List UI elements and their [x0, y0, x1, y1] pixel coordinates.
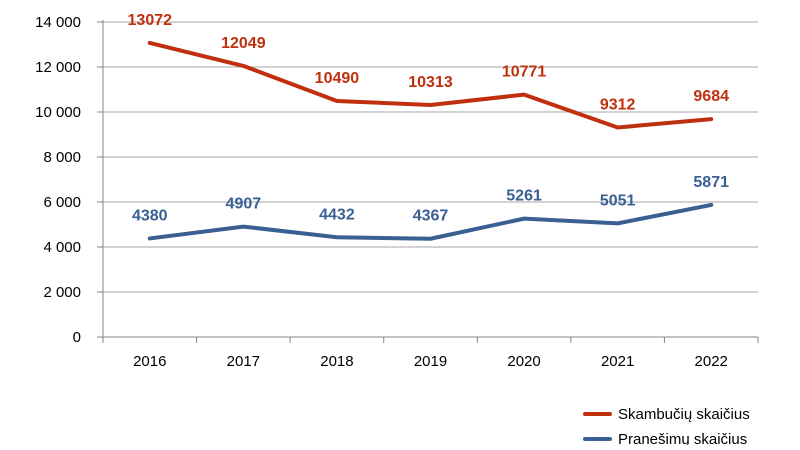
x-tick-label: 2019 — [414, 353, 447, 370]
y-tick-label: 14 000 — [35, 14, 81, 31]
data-label: 5051 — [600, 192, 636, 209]
legend-label: Skambučių skaičius — [618, 406, 750, 423]
data-label: 10313 — [408, 74, 453, 91]
y-tick-label: 2 000 — [43, 284, 81, 301]
y-tick-label: 6 000 — [43, 194, 81, 211]
x-tick-label: 2017 — [227, 353, 260, 370]
data-label: 4907 — [226, 196, 262, 213]
data-label: 12049 — [221, 35, 266, 52]
data-label: 5261 — [506, 188, 542, 205]
data-label: 10771 — [502, 64, 547, 81]
series-line-0 — [147, 40, 714, 130]
data-label: 5871 — [693, 174, 729, 191]
data-label: 4432 — [319, 206, 355, 223]
data-label: 10490 — [315, 70, 360, 87]
data-label: 4380 — [132, 207, 168, 224]
y-tick-label: 12 000 — [35, 59, 81, 76]
y-tick-label: 4 000 — [43, 239, 81, 256]
y-tick-label: 8 000 — [43, 149, 81, 166]
x-tick-label: 2021 — [601, 353, 634, 370]
data-label: 9684 — [693, 88, 729, 105]
data-label: 13072 — [128, 12, 173, 29]
x-tick-label: 2022 — [695, 353, 728, 370]
y-tick-label: 0 — [73, 329, 81, 346]
legend-label: Pranešimų skaičius — [618, 431, 747, 445]
data-labels: 13072 12049 10490 10313 10771 9312 9684 4380 490… — [128, 12, 730, 225]
axes: 0 2 000 4 000 6 000 8 000 10 000 12 000 14 000 2… — [35, 14, 759, 370]
series-line-1 — [147, 202, 714, 241]
data-label: 4367 — [413, 208, 449, 225]
legend: Skambučių skaičius Pranešimų skaičius — [583, 406, 750, 448]
x-tick-label: 2016 — [133, 353, 166, 370]
grid-lines — [103, 21, 758, 293]
x-tick-label: 2018 — [320, 353, 353, 370]
series-lines — [147, 40, 714, 241]
data-label: 9312 — [600, 96, 636, 113]
y-tick-label: 10 000 — [35, 104, 81, 121]
x-tick-label: 2020 — [507, 353, 540, 370]
